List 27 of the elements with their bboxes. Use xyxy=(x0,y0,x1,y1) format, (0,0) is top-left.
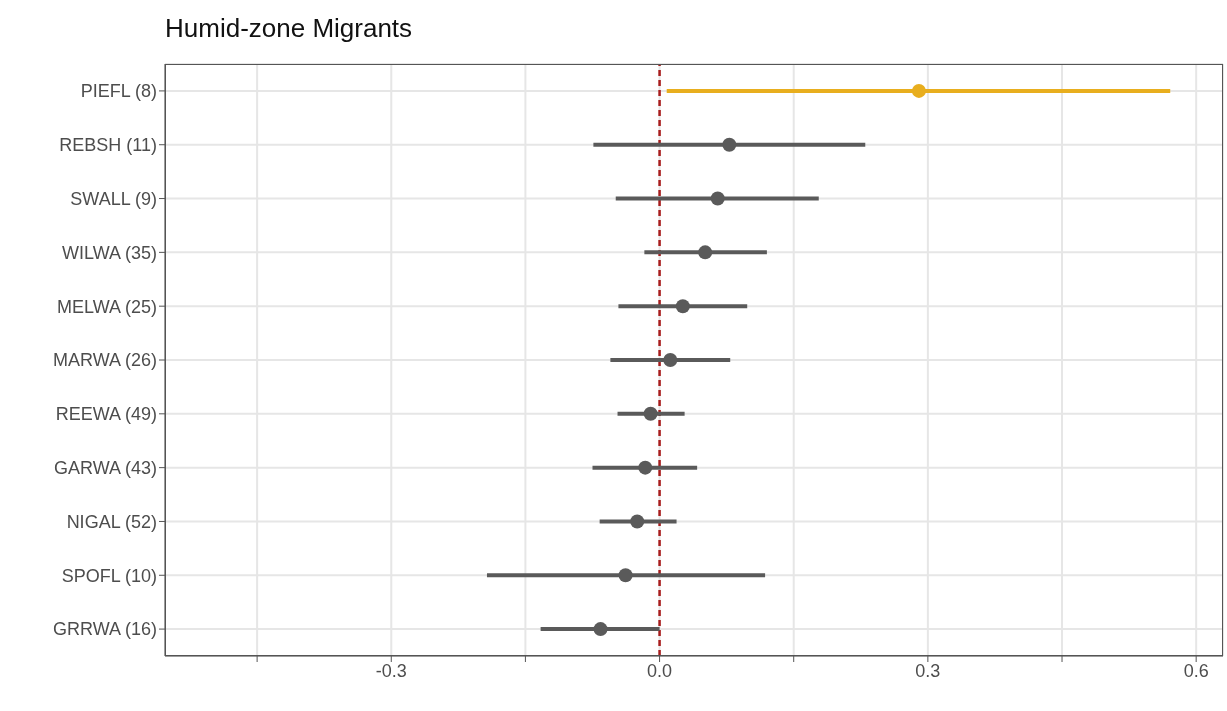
point xyxy=(638,460,653,475)
point xyxy=(618,568,633,583)
y-tick-label: GARWA (43) xyxy=(53,458,157,479)
y-tick-label: REBSH (11) xyxy=(59,135,157,156)
point xyxy=(710,191,725,206)
point xyxy=(675,299,690,314)
y-tick-label: SPOFL (10) xyxy=(61,565,157,586)
y-tick-label: WILWA (35) xyxy=(61,242,157,263)
y-tick-label: GRRWA (16) xyxy=(52,619,157,640)
chart-title: Humid-zone Migrants xyxy=(164,12,414,45)
y-tick-label: MELWA (25) xyxy=(56,296,157,317)
y-tick-label: PIEFL (8) xyxy=(80,81,157,102)
y-tick-label: REEWA (49) xyxy=(55,404,157,425)
x-tick-label: -0.3 xyxy=(375,660,407,681)
y-tick-label: MARWA (26) xyxy=(52,350,157,371)
point xyxy=(663,353,678,367)
x-tick-label: 0.3 xyxy=(915,660,941,681)
point xyxy=(630,514,645,529)
point xyxy=(643,406,658,421)
point xyxy=(911,83,926,98)
x-tick-label: 0.6 xyxy=(1183,660,1209,681)
x-tick-label: 0.0 xyxy=(647,660,673,681)
point xyxy=(593,622,608,637)
y-tick-label: SWALL (9) xyxy=(70,188,157,209)
y-tick-label: NIGAL (52) xyxy=(66,511,157,532)
point xyxy=(698,245,713,260)
point xyxy=(722,137,737,152)
